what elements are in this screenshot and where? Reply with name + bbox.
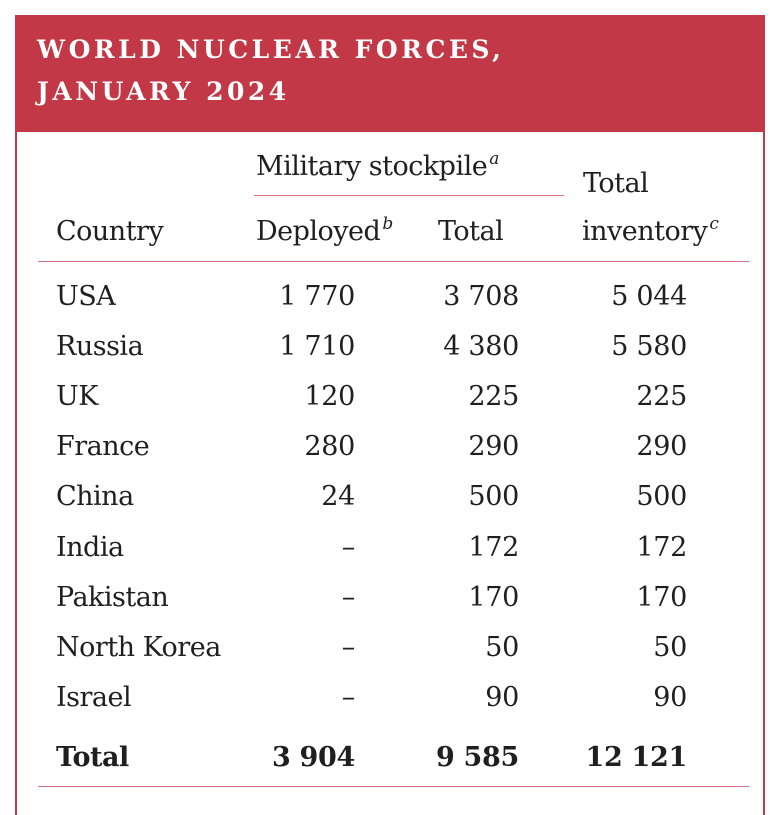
row-deployed: – (341, 682, 356, 713)
title-banner: WORLD NUCLEAR FORCES, JANUARY 2024 (15, 15, 765, 132)
header-country: Country (56, 216, 164, 247)
row-country: Russia (56, 331, 144, 362)
row-total: 225 (468, 381, 519, 412)
row-country: USA (56, 281, 116, 312)
row-inventory: 290 (636, 431, 687, 462)
row-country: China (56, 481, 134, 512)
row-total: 50 (485, 632, 519, 663)
header-group-rule (254, 195, 564, 196)
row-inventory: 500 (636, 481, 687, 512)
row-country: UK (56, 381, 98, 412)
row-deployed: 1 710 (279, 331, 355, 362)
header-total-inventory-line-2: inventory c (582, 214, 719, 247)
row-inventory: 90 (653, 682, 687, 713)
row-inventory: 170 (636, 582, 687, 613)
row-total: 3 708 (443, 281, 519, 312)
header-bottom-rule (38, 261, 749, 262)
row-inventory: 172 (636, 532, 687, 563)
totals-label: Total (56, 742, 129, 773)
row-total: 170 (468, 582, 519, 613)
totals-total: 9 585 (435, 742, 519, 773)
row-inventory: 50 (653, 632, 687, 663)
row-deployed: – (341, 532, 356, 563)
row-deployed: – (341, 582, 356, 613)
row-inventory: 225 (636, 381, 687, 412)
row-total: 90 (485, 682, 519, 713)
header-deployed: Deployed b (256, 214, 393, 247)
row-country: North Korea (56, 632, 221, 663)
row-total: 4 380 (443, 331, 519, 362)
row-deployed: – (341, 632, 356, 663)
row-deployed: 120 (304, 381, 355, 412)
table-title-line-1: WORLD NUCLEAR FORCES, (37, 35, 505, 64)
row-total: 290 (468, 431, 519, 462)
row-inventory: 5 580 (611, 331, 687, 362)
table-bottom-rule (38, 786, 749, 787)
row-inventory: 5 044 (611, 281, 687, 312)
row-total: 500 (468, 481, 519, 512)
header-total-inventory-line-1: Total (583, 168, 649, 199)
row-country: Pakistan (56, 582, 169, 613)
row-country: France (56, 431, 150, 462)
row-country: India (56, 532, 124, 563)
header-military-stockpile: Military stockpile a (256, 149, 499, 182)
totals-inventory: 12 121 (585, 742, 687, 773)
totals-deployed: 3 904 (271, 742, 355, 773)
row-country: Israel (56, 682, 132, 713)
table-title-line-2: JANUARY 2024 (37, 77, 290, 106)
row-deployed: 280 (304, 431, 355, 462)
row-total: 172 (468, 532, 519, 563)
row-deployed: 24 (321, 481, 355, 512)
table-frame (15, 15, 765, 815)
header-total: Total (438, 216, 504, 247)
row-deployed: 1 770 (279, 281, 355, 312)
